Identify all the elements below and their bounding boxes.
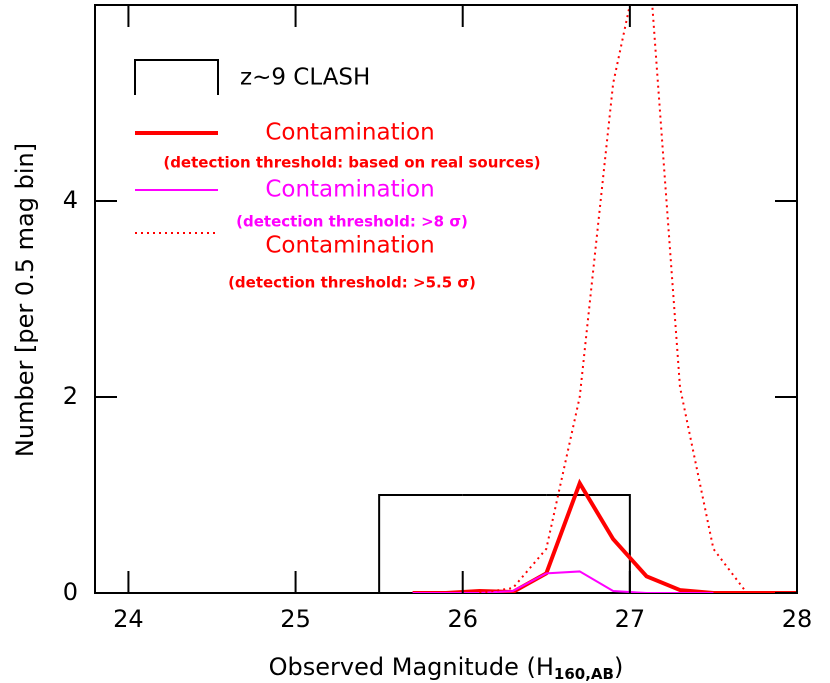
legend-label: Contamination: [265, 177, 434, 203]
legend-symbol: [134, 59, 219, 95]
x-tick-label: 25: [280, 605, 311, 633]
legend-note: (detection threshold: based on real sour…: [163, 154, 540, 172]
x-label-end: ): [614, 653, 623, 681]
histogram-bin: [378, 494, 463, 593]
line-series: [412, 570, 714, 593]
line-series: [412, 478, 797, 593]
y-axis-label: Number [per 0.5 mag bin]: [11, 143, 39, 457]
x-axis-label: Observed Magnitude (H160,AB): [269, 653, 624, 683]
y-tick-label: 0: [63, 578, 78, 606]
x-tick-label: 26: [447, 605, 478, 633]
x-tick-label: 28: [782, 605, 813, 633]
plot-frame: [94, 4, 798, 594]
x-tick-label: 24: [113, 605, 144, 633]
legend-label: z~9 CLASH: [240, 65, 370, 91]
y-tick-label: 2: [63, 382, 78, 410]
legend-note: (detection threshold: >8 σ): [236, 213, 468, 231]
x-label-main: Observed Magnitude (H: [269, 653, 554, 681]
legend-label: Contamination: [265, 233, 434, 259]
x-tick-label: 27: [615, 605, 646, 633]
plot-area: [378, 5, 797, 593]
legend-label: Contamination: [265, 120, 434, 146]
x-label-sub: 160,AB: [554, 665, 614, 683]
legend-note: (detection threshold: >5.5 σ): [228, 274, 476, 292]
y-tick-label: 4: [63, 186, 78, 214]
